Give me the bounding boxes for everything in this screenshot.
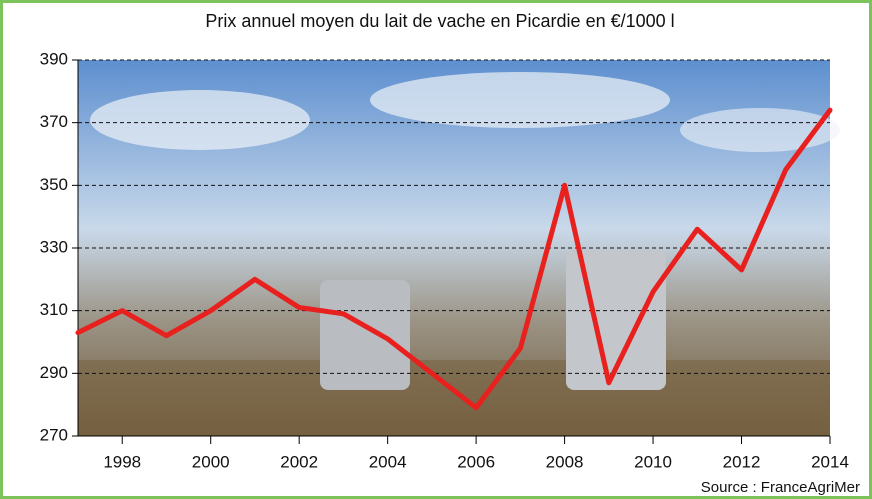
milk-can (566, 250, 666, 390)
cloud (90, 90, 310, 150)
y-tick-label: 350 (40, 175, 68, 194)
source: Source : FranceAgriMer (701, 479, 860, 496)
y-tick-label: 370 (40, 112, 68, 131)
cloud (680, 108, 840, 152)
y-tick-label: 310 (40, 300, 68, 319)
x-tick-label: 2002 (280, 452, 318, 471)
chart-title: Prix annuel moyen du lait de vache en Pi… (205, 11, 674, 31)
y-tick-label: 390 (40, 49, 68, 68)
line-series (75, 107, 833, 411)
y-tick-label: 330 (40, 237, 68, 256)
y-tick-label: 290 (40, 363, 68, 382)
x-tick-label: 2006 (457, 452, 495, 471)
y-tick-label: 270 (40, 425, 68, 444)
milk-can (320, 280, 410, 390)
x-tick-label: 2012 (723, 452, 761, 471)
x-tick-label: 2004 (369, 452, 407, 471)
x-tick-label: 2008 (546, 452, 584, 471)
x-tick-label: 2000 (192, 452, 230, 471)
x-tick-label: 2010 (634, 452, 672, 471)
x-tick-label: 1998 (103, 452, 141, 471)
x-tick-label: 2014 (811, 452, 849, 471)
cloud (370, 72, 670, 128)
ground (78, 360, 830, 436)
